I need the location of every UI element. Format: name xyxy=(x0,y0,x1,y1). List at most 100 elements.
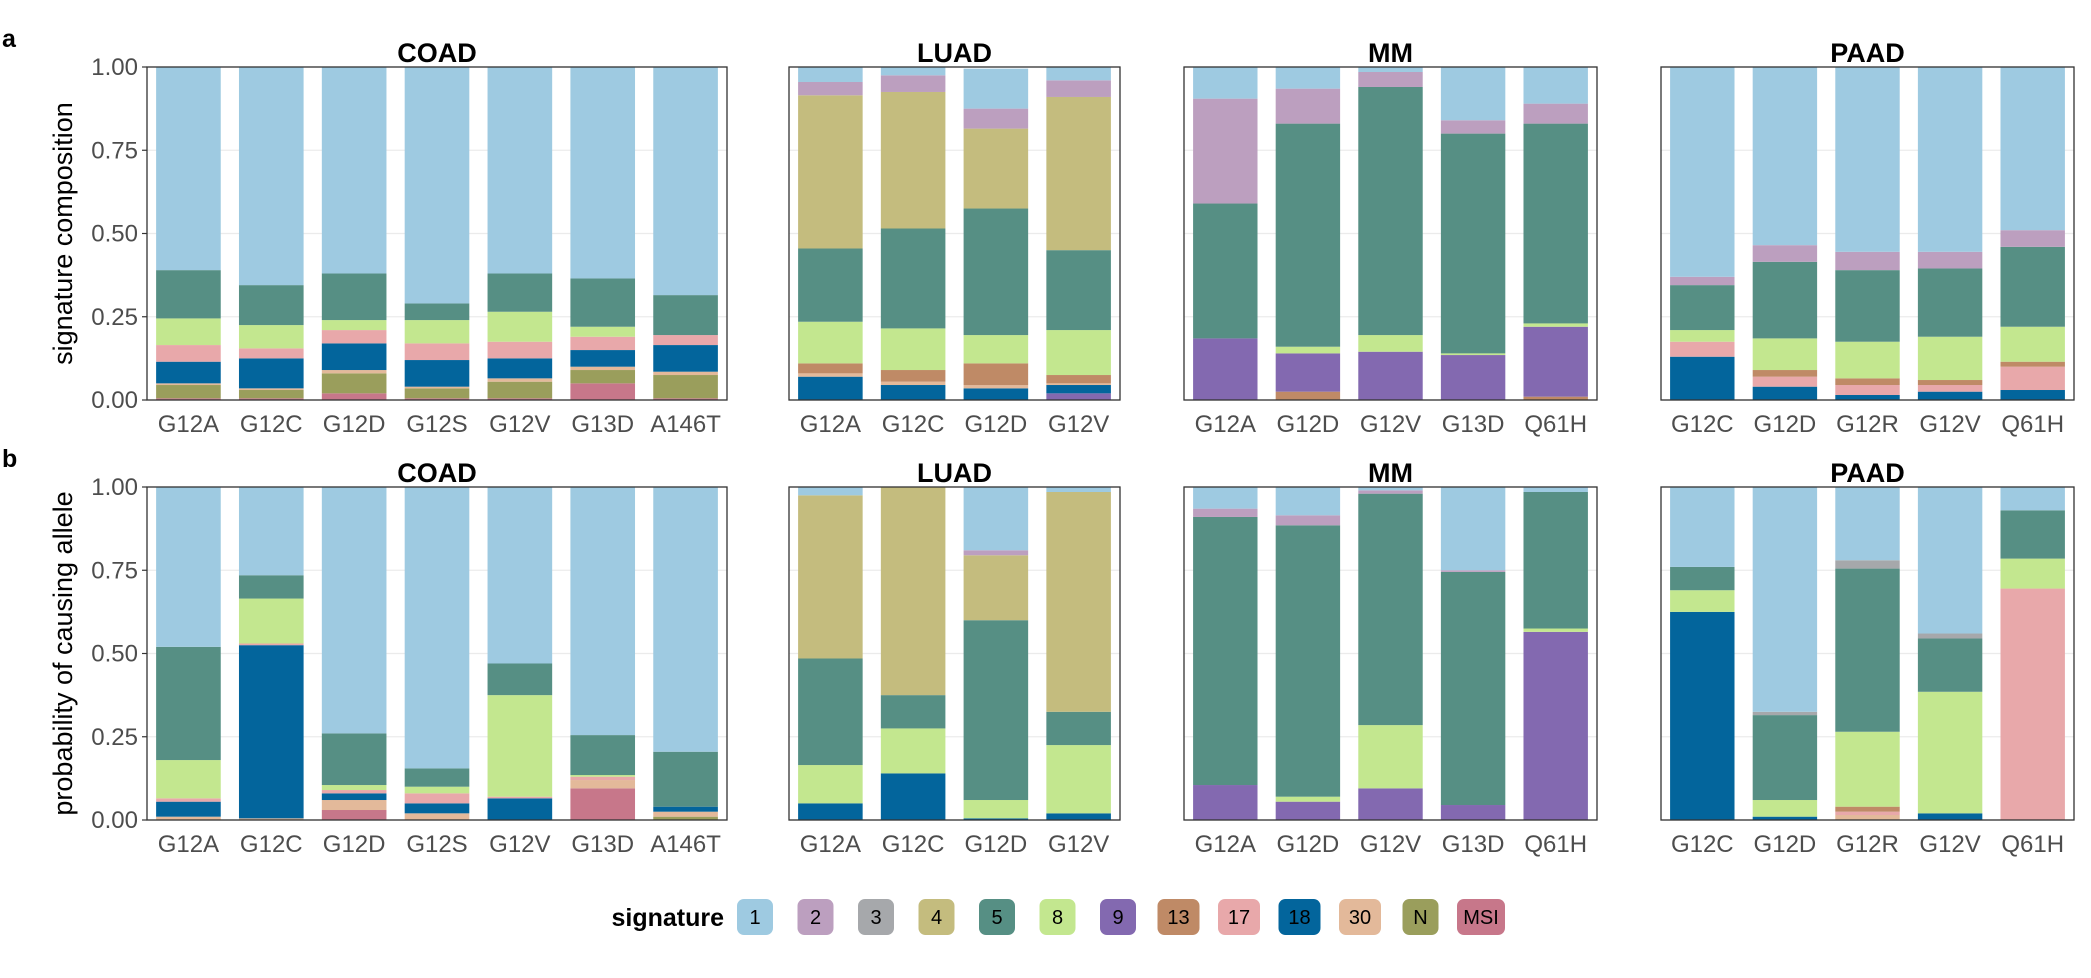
bar-segment-1 xyxy=(963,68,1029,109)
bar-segment-17 xyxy=(1917,385,1983,392)
bar-segment-5 xyxy=(963,208,1029,336)
bar-segment-30 xyxy=(238,388,304,391)
bar-segment-17 xyxy=(1670,341,1735,357)
panel-title: LUAD xyxy=(917,38,992,68)
x-tick-label: G12V xyxy=(1919,831,1980,858)
y-tick-label: 0.75 xyxy=(91,137,138,164)
y-tick-label: 0.25 xyxy=(91,304,138,331)
bar-segment-30 xyxy=(1046,383,1111,386)
bar-segment-30 xyxy=(156,383,221,386)
bar-segment-13 xyxy=(1917,380,1983,386)
y-axis-label: probability of causing allele xyxy=(48,491,78,815)
bar-segment-4 xyxy=(963,555,1029,621)
bar-segment-5 xyxy=(1193,516,1258,786)
bar-segment-1 xyxy=(1917,487,1983,634)
bar-segment-5 xyxy=(1523,123,1588,324)
bar-segment-5 xyxy=(880,228,946,329)
bar-segment-1 xyxy=(1275,67,1341,89)
bar-segment-30 xyxy=(487,378,553,382)
bar-segment-8 xyxy=(1670,330,1735,342)
legend-label: 3 xyxy=(870,907,881,929)
bar-segment-18 xyxy=(156,361,221,384)
bar-segment-1 xyxy=(1046,67,1111,81)
bar-segment-1 xyxy=(321,67,387,274)
legend-key-5 xyxy=(979,899,1015,935)
bar-segment-17 xyxy=(1835,385,1900,396)
x-tick-label: G12V xyxy=(1048,411,1109,438)
bar-segment-8 xyxy=(321,785,387,791)
bar-segment-8 xyxy=(238,325,304,349)
x-tick-label: G12V xyxy=(489,831,550,858)
bar-segment-8 xyxy=(1835,731,1900,807)
bar-segment-8 xyxy=(404,320,470,344)
y-tick-label: 1.00 xyxy=(91,54,138,81)
bar-segment-5 xyxy=(1752,261,1818,339)
bar-segment-8 xyxy=(963,800,1029,819)
legend-key-17 xyxy=(1218,899,1260,935)
bar-segment-5 xyxy=(570,278,636,327)
bar-segment-1 xyxy=(1046,487,1111,492)
y-tick-label: 0.00 xyxy=(91,807,138,834)
x-tick-label: G12V xyxy=(1919,411,1980,438)
panel-title: LUAD xyxy=(917,458,992,488)
bar-segment-18 xyxy=(321,343,387,371)
legend-key-3 xyxy=(858,899,894,935)
bar-segment-2 xyxy=(1440,570,1506,572)
bar-segment-8 xyxy=(1752,800,1818,817)
bar-segment-13 xyxy=(798,363,863,374)
bar-segment-17 xyxy=(404,343,470,361)
panel-border xyxy=(788,66,1121,401)
x-tick-label: G12S xyxy=(406,411,467,438)
bar-segment-4 xyxy=(963,128,1029,209)
bar-segment-18 xyxy=(487,798,553,820)
x-tick-label: Q61H xyxy=(2001,411,2064,438)
bar-segment-5 xyxy=(238,575,304,599)
x-tick-label: G12C xyxy=(1671,831,1734,858)
bar-segment-5 xyxy=(1440,571,1506,806)
x-tick-label: G12R xyxy=(1836,411,1899,438)
bar-segment-N xyxy=(321,373,387,394)
bar-segment-5 xyxy=(798,658,863,766)
legend-label: 17 xyxy=(1228,907,1250,929)
bar-segment-17 xyxy=(570,336,636,351)
bar-segment-30 xyxy=(156,816,221,820)
bar-segment-17 xyxy=(570,776,636,781)
bar-segment-1 xyxy=(1752,487,1818,712)
bar-segment-1 xyxy=(653,67,718,296)
bar-segment-1 xyxy=(404,67,470,304)
x-tick-label: G12V xyxy=(1048,831,1109,858)
bar-segment-2 xyxy=(1670,276,1735,286)
bar-segment-30 xyxy=(404,386,470,389)
bar-segment-5 xyxy=(1670,566,1735,591)
bar-segment-8 xyxy=(2000,326,2065,362)
bar-segment-8 xyxy=(1523,628,1588,632)
bar-segment-8 xyxy=(1046,330,1111,376)
legend-label: 1 xyxy=(749,907,760,929)
bar-segment-9 xyxy=(1358,351,1423,400)
bar-segment-2 xyxy=(880,75,946,92)
x-tick-label: G12A xyxy=(158,831,219,858)
bar-segment-MSI xyxy=(653,398,718,400)
legend-label: 13 xyxy=(1167,907,1189,929)
bar-segment-MSI xyxy=(238,398,304,400)
bar-segment-MSI xyxy=(487,398,553,400)
bar-segment-17 xyxy=(156,345,221,362)
bar-segment-9 xyxy=(1523,631,1588,820)
panel-title: COAD xyxy=(397,458,477,488)
bar-segment-3 xyxy=(1835,560,1900,569)
bar-segment-2 xyxy=(1358,71,1423,87)
panel-border xyxy=(1183,486,1598,821)
bar-segment-N xyxy=(156,385,221,399)
bar-segment-17 xyxy=(1835,811,1900,816)
legend-label: 30 xyxy=(1349,907,1371,929)
row-label: a xyxy=(2,25,17,53)
legend-key-4 xyxy=(918,899,955,935)
x-tick-label: G12D xyxy=(323,411,386,438)
bar-segment-1 xyxy=(1193,67,1258,99)
legend-key-MSI xyxy=(1457,899,1505,935)
legend-key-1 xyxy=(737,899,773,935)
bar-segment-1 xyxy=(798,487,863,496)
bar-segment-8 xyxy=(570,326,636,337)
bar-segment-5 xyxy=(1523,491,1588,629)
